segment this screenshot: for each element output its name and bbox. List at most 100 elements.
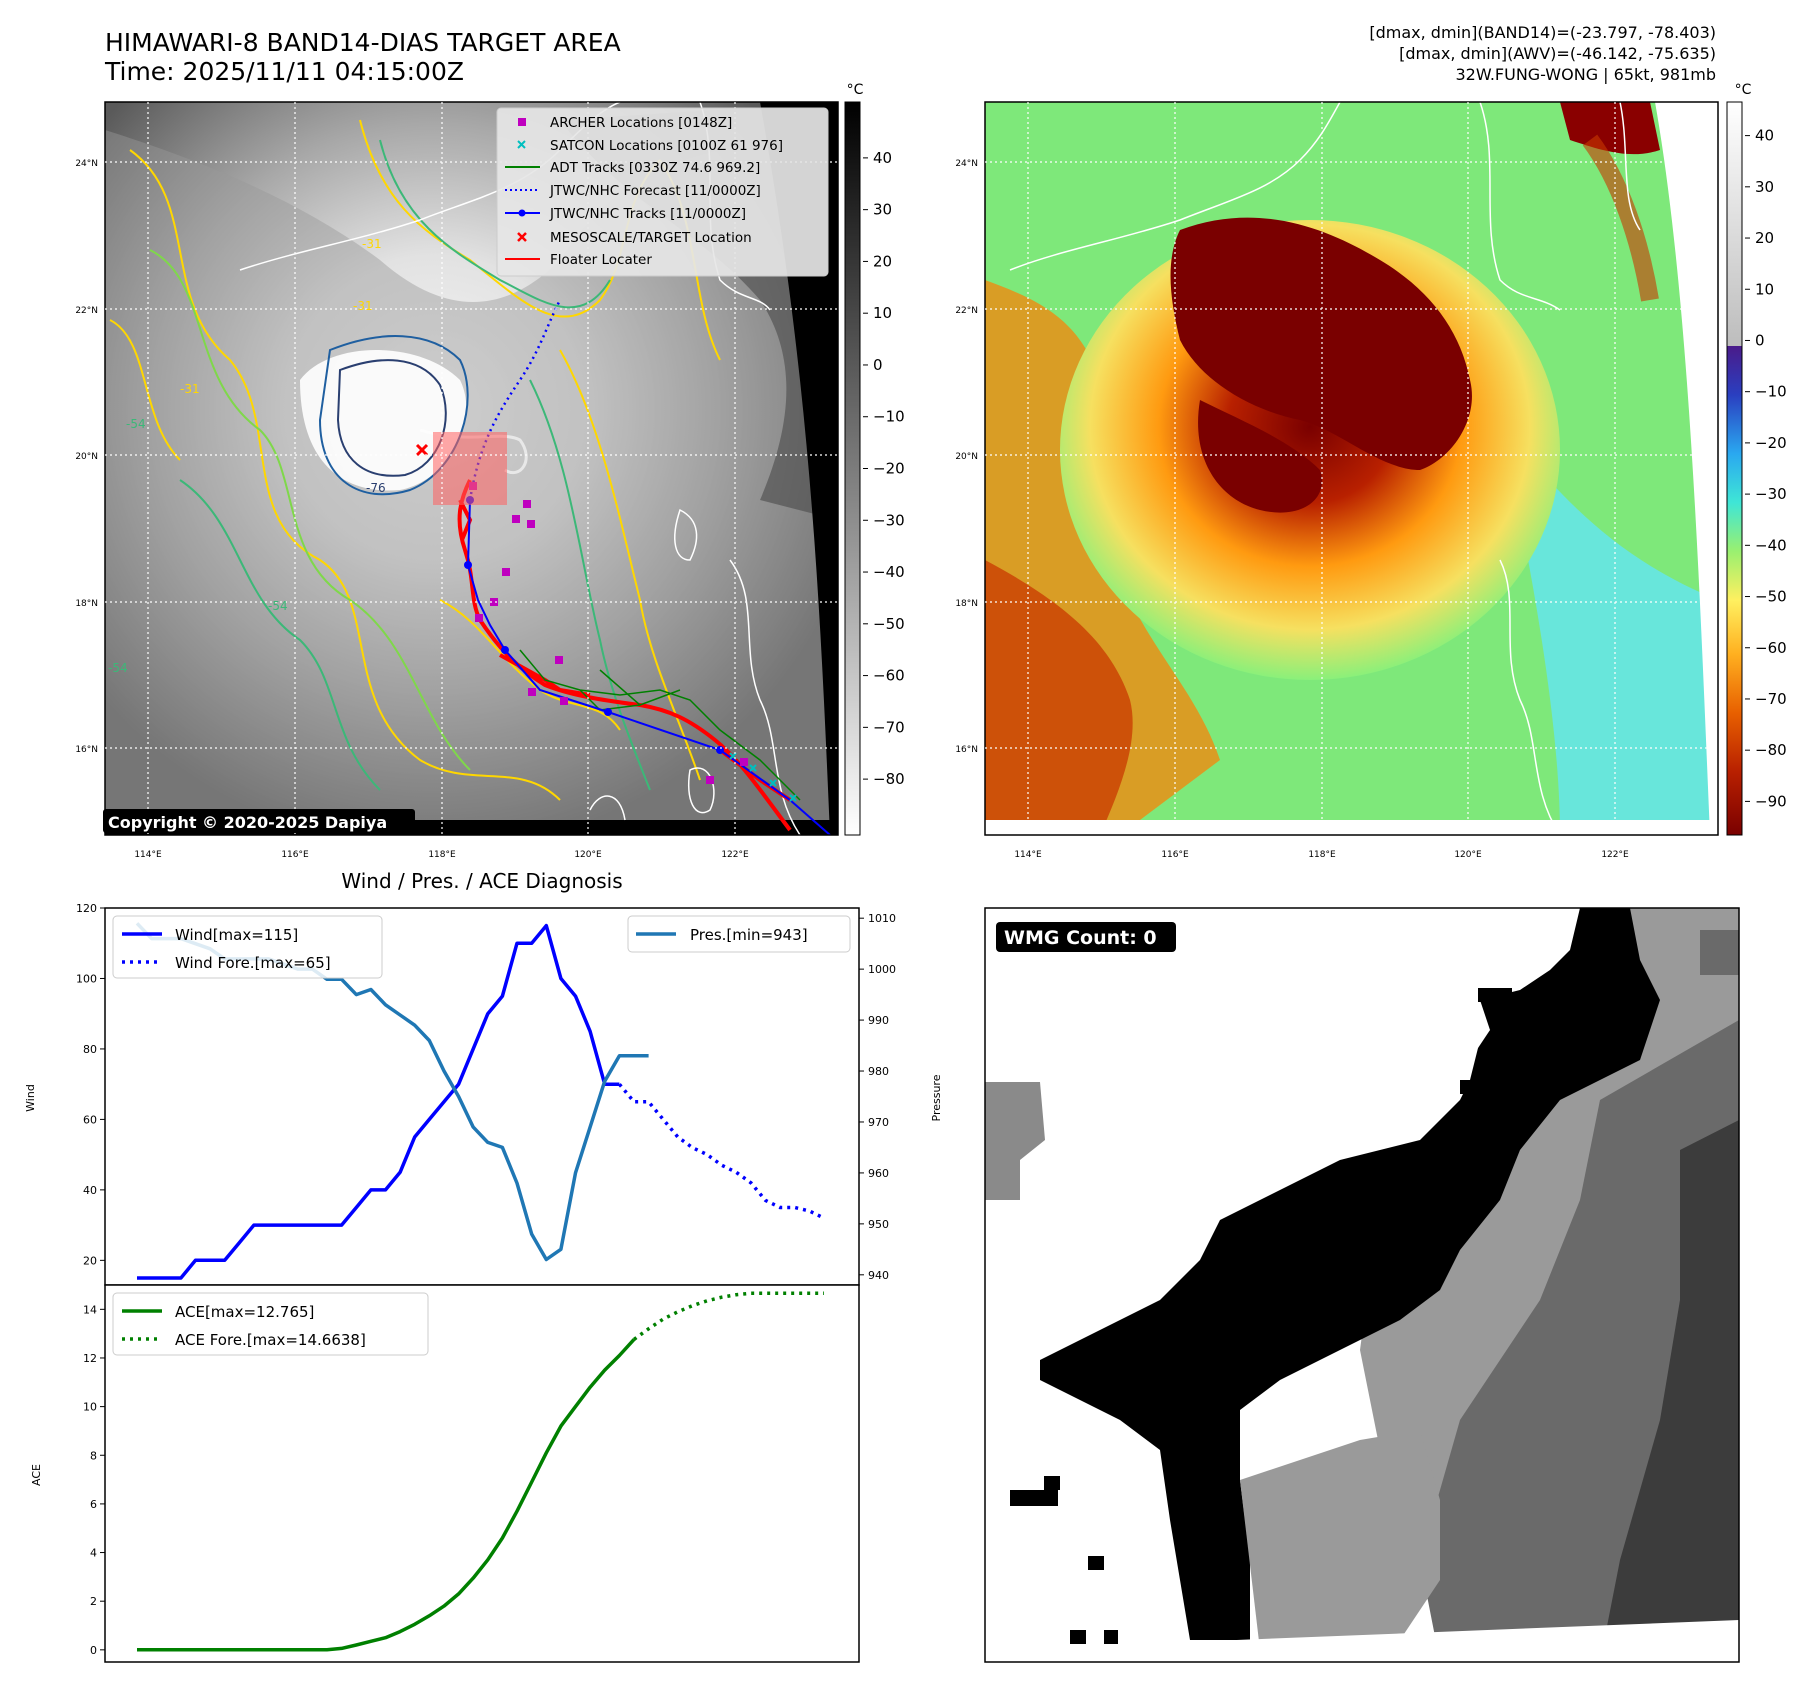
ace-chart: ACE 0 2 4 6 8 10 12 14 ACE[max=12.765] ACE Fore… [30,1284,860,1663]
wind-ytick-label: 100 [76,972,97,985]
awv-colorbar-tick-label: −30 [1755,485,1787,503]
ace-ytick-label: 14 [83,1303,97,1316]
contour-label: -54 [126,417,146,431]
awv-colorbar-tick-label: −50 [1755,588,1787,606]
legend-floater-label: Floater Locater [550,252,652,268]
band14-grid [105,102,838,835]
lat-tick: 22°N [955,306,978,316]
wind-forecast-series-line [618,1083,825,1220]
ace-ytick-label: 2 [90,1595,97,1608]
lat-tick: 20°N [75,452,98,462]
band14-colorbar-unit: °C [847,82,864,98]
lon-tick: 114°E [1014,850,1042,860]
awv-map-panel: 114°E 116°E 118°E 120°E 122°E 24°N 22°N … [955,82,1786,860]
wind-legend: Wind[max=115] Wind Fore.[max=65] [112,915,383,979]
pressure-ytick-label: 980 [868,1065,889,1078]
lat-tick: 24°N [75,159,98,169]
wind-ytick-label: 120 [76,902,97,915]
band14-colorbar-tick-label: −70 [873,718,905,736]
legend-archer-marker [518,118,526,126]
awv-colorbar-tick-label: 0 [1755,331,1765,349]
wind-series-line [137,923,620,1280]
pressure-ytick-label: 990 [868,1014,889,1027]
contour-label: -31 [362,237,382,251]
wmg-count-text: WMG Count: 0 [1004,927,1157,949]
band14-colorbar-tick-label: 20 [873,252,892,270]
storm-info: 32W.FUNG-WONG | 65kt, 981mb [1455,65,1716,84]
lon-tick: 118°E [428,850,456,860]
band14-colorbar-tick-label: 30 [873,201,892,219]
ace-ytick-label: 10 [83,1401,97,1414]
contour-label: -76 [366,481,386,495]
legend-target-label: MESOSCALE/TARGET Location [550,230,752,246]
figure-time: Time: 2025/11/11 04:15:00Z [104,57,464,86]
pressure-legend: Pres.[min=943] [627,915,851,953]
awv-colorbar-tick-label: 10 [1755,280,1774,298]
band14-colorbar-tick-label: 0 [873,356,883,374]
pressure-ytick-label: 970 [868,1116,889,1129]
floater-box [433,432,507,505]
lat-tick: 22°N [75,306,98,316]
legend-target-marker [517,232,527,242]
legend-adt-label: ADT Tracks [0330Z 74.6 969.2] [550,160,760,176]
awv-colorbar-tick-label: 20 [1755,229,1774,247]
band14-colorbar-tick-label: −30 [873,511,905,529]
lon-tick: 122°E [721,850,749,860]
legend-ace-forecast-label: ACE Fore.[max=14.6638] [175,1331,366,1349]
figure-title: HIMAWARI-8 BAND14-DIAS TARGET AREA [105,28,621,57]
awv-colorbar-tick-label: −90 [1755,792,1787,810]
lon-tick: 122°E [1601,850,1629,860]
legend-wind-label: Wind[max=115] [175,926,298,944]
pressure-ytick-label: 940 [868,1269,889,1282]
wind-pressure-chart: Wind Pressure 20 40 60 80 100 120 940 950 960 97… [24,902,943,1286]
wind-ytick-label: 80 [83,1043,97,1056]
band14-colorbar-tick-label: −60 [873,667,905,685]
wmg-count-badge [996,922,1176,952]
wind-ytick-label: 60 [83,1113,97,1126]
pressure-axis-label: Pressure [930,1074,943,1121]
contour-label: -31 [353,299,373,313]
band14-map-panel: -54 -54 -54 -31 -31 -31 -76 ARCHER Locat… [75,82,904,860]
band14-colorbar-tick-label: −50 [873,615,905,633]
wind-ytick-label: 40 [83,1184,97,1197]
ace-ytick-label: 4 [90,1547,97,1560]
lon-tick: 114°E [134,850,162,860]
legend-tracks-label: JTWC/NHC Tracks [11/0000Z] [549,206,746,222]
ace-ytick-label: 6 [90,1498,97,1511]
awv-colorbar-unit: °C [1735,82,1752,98]
lat-tick: 16°N [955,745,978,755]
band14-colorbar-tick-label: 10 [873,304,892,322]
lon-tick: 118°E [1308,850,1336,860]
lat-tick: 16°N [75,745,98,755]
ace-axis-label: ACE [30,1464,43,1486]
jtwc-track [466,499,831,835]
legend-pressure-label: Pres.[min=943] [690,926,808,944]
ace-forecast-series-line [632,1291,824,1341]
awv-colorbar-tick-label: −40 [1755,536,1787,554]
awv-colorbar-tick-label: −20 [1755,434,1787,452]
ace-series-line [137,1338,636,1652]
lon-tick: 116°E [1161,850,1189,860]
lat-tick: 20°N [955,452,978,462]
band14-colorbar-tick-label: 40 [873,149,892,167]
dmax-band14: [dmax, dmin](BAND14)=(-23.797, -78.403) [1369,23,1716,42]
band14-colorbar-tick-label: −10 [873,408,905,426]
awv-colorbar-tick-label: −10 [1755,383,1787,401]
lon-tick: 120°E [1454,850,1482,860]
awv-colorbar-tick-label: −80 [1755,741,1787,759]
dmax-awv: [dmax, dmin](AWV)=(-46.142, -75.635) [1399,44,1716,63]
wmg-panel: WMG Count: 0 [984,907,1740,1663]
lat-tick: 18°N [75,599,98,609]
ace-ytick-label: 12 [83,1352,97,1365]
band14-colorbar-tick-label: −20 [873,460,905,478]
pressure-ytick-label: 1010 [868,912,896,925]
target-location-marker [415,443,429,457]
awv-grid [985,102,1718,835]
awv-colorbar-tick-label: −60 [1755,639,1787,657]
lat-tick: 18°N [955,599,978,609]
legend-wind-forecast-label: Wind Fore.[max=65] [175,954,331,972]
band14-colorbar-tick-label: −40 [873,563,905,581]
ace-ytick-label: 8 [90,1449,97,1462]
legend-satcon-label: SATCON Locations [0100Z 61 976] [550,138,783,154]
